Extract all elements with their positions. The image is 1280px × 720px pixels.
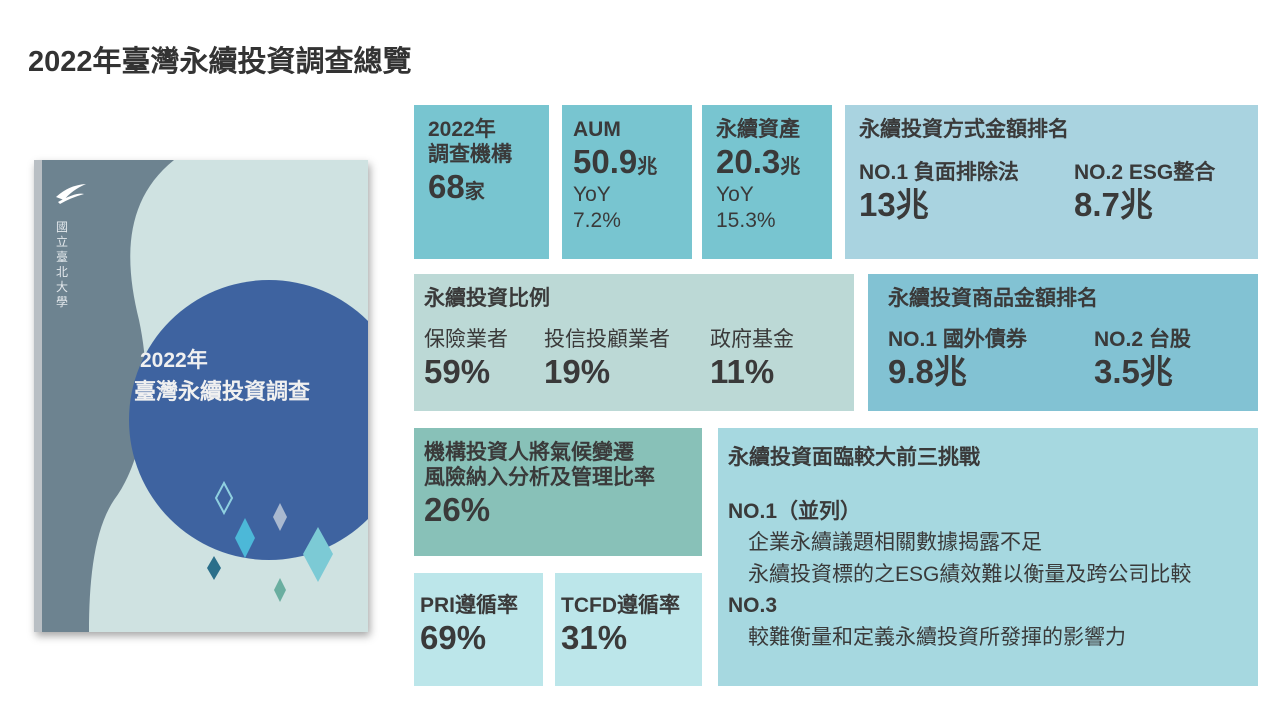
climate-value: 26% — [424, 491, 491, 529]
survey-label: 調查機構 — [428, 143, 512, 167]
aum-yoy: 7.2% — [573, 209, 621, 233]
pri-card: PRI遵循率 69% — [414, 573, 543, 686]
ratio-label-2: 投信投顧業者 — [544, 328, 670, 352]
cover-title: 臺灣永續投資調查 — [134, 379, 311, 404]
product-value-1: 9.8兆 — [888, 353, 967, 391]
assets-unit: 兆 — [780, 156, 801, 179]
product-rank-1: NO.1 國外債券 — [888, 328, 1027, 352]
product-ranking-card: 永續投資商品金額排名 NO.1 國外債券 9.8兆 NO.2 台股 3.5兆 — [868, 274, 1258, 411]
cover-artwork — [34, 160, 368, 632]
method-rank-1: NO.1 負面排除法 — [859, 161, 1019, 185]
challenges-card: 永續投資面臨較大前三挑戰 NO.1（並列） 企業永續議題相關數據揭露不足 永續投… — [718, 428, 1258, 686]
pri-value: 69% — [420, 619, 487, 657]
method-rank-2: NO.2 ESG整合 — [1074, 161, 1216, 185]
product-value-2: 3.5兆 — [1094, 353, 1173, 391]
sustainable-assets-card: 永續資產 20.3兆 YoY 15.3% — [702, 105, 832, 259]
assets-value: 20.3 — [716, 143, 781, 181]
survey-card: 2022年 調查機構 68家 — [414, 105, 549, 259]
ratio-label-3: 政府基金 — [710, 328, 794, 352]
tcfd-value: 31% — [561, 619, 628, 657]
report-cover-image: 國立臺北大學 2022年 臺灣永續投資調查 — [34, 160, 368, 632]
method-value-2: 8.7兆 — [1074, 186, 1153, 224]
climate-line2: 風險納入分析及管理比率 — [424, 466, 655, 490]
challenge-no3-heading: NO.3 — [728, 594, 778, 617]
method-ranking-card: 永續投資方式金額排名 NO.1 負面排除法 13兆 NO.2 ESG整合 8.7兆 — [845, 105, 1258, 259]
ratio-value-3: 11% — [710, 353, 775, 391]
method-ranking-title: 永續投資方式金額排名 — [859, 118, 1069, 141]
climate-card: 機構投資人將氣候變遷 風險納入分析及管理比率 26% — [414, 428, 702, 556]
aum-label: AUM — [573, 118, 621, 141]
aum-value: 50.9 — [573, 143, 638, 181]
aum-unit: 兆 — [637, 156, 658, 179]
ratio-card: 永續投資比例 保險業者 59% 投信投顧業者 19% 政府基金 11% — [414, 274, 854, 411]
page-title: 2022年臺灣永續投資調查總覽 — [28, 46, 412, 78]
ratio-value-1: 59% — [424, 353, 491, 391]
pri-label: PRI遵循率 — [420, 594, 519, 617]
cover-year: 2022年 — [140, 349, 208, 372]
challenge-no1-heading: NO.1（並列） — [728, 499, 862, 523]
survey-unit: 家 — [464, 181, 485, 204]
method-value-1: 13兆 — [859, 186, 929, 224]
tcfd-label: TCFD遵循率 — [561, 594, 680, 617]
aum-card: AUM 50.9兆 YoY 7.2% — [562, 105, 692, 259]
assets-yoy-label: YoY — [716, 182, 754, 206]
challenges-title: 永續投資面臨較大前三挑戰 — [728, 446, 980, 469]
climate-line1: 機構投資人將氣候變遷 — [424, 441, 634, 464]
aum-yoy-label: YoY — [573, 182, 611, 206]
ratio-title: 永續投資比例 — [424, 287, 550, 310]
survey-label-year: 2022年 — [428, 118, 496, 141]
survey-value: 68 — [428, 168, 465, 206]
university-name: 國立臺北大學 — [56, 220, 69, 309]
ratio-value-2: 19% — [544, 353, 611, 391]
ratio-label-1: 保險業者 — [424, 328, 508, 352]
challenge-item: 較難衡量和定義永續投資所發揮的影響力 — [748, 625, 1126, 649]
product-rank-2: NO.2 台股 — [1094, 328, 1191, 352]
product-ranking-title: 永續投資商品金額排名 — [888, 287, 1098, 310]
challenge-item: 永續投資標的之ESG績效難以衡量及跨公司比較 — [748, 562, 1192, 586]
challenge-item: 企業永續議題相關數據揭露不足 — [748, 531, 1042, 554]
assets-label: 永續資產 — [716, 118, 800, 141]
tcfd-card: TCFD遵循率 31% — [555, 573, 702, 686]
assets-yoy: 15.3% — [716, 209, 776, 233]
